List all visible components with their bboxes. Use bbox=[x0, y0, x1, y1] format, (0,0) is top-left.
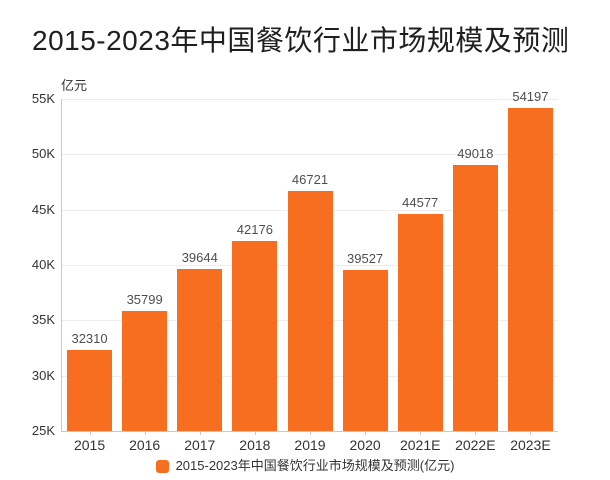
x-axis-tick-mark bbox=[475, 431, 477, 435]
y-axis-tick-label: 35K bbox=[31, 312, 55, 328]
bar-2023E[interactable] bbox=[507, 108, 553, 431]
gridline bbox=[62, 99, 558, 100]
y-axis-tick-label: 50K bbox=[31, 146, 55, 162]
y-axis-tick-label: 45K bbox=[31, 201, 55, 217]
x-axis-tick-label: 2021E bbox=[399, 437, 441, 453]
x-axis-tick-mark bbox=[199, 431, 201, 435]
bar-2019[interactable] bbox=[287, 191, 333, 431]
legend-item[interactable]: 2015-2023年中国餐饮行业市场规模及预测(亿元) bbox=[155, 458, 455, 474]
bar-value-label: 44577 bbox=[402, 195, 439, 210]
bar-2020[interactable] bbox=[342, 270, 388, 431]
bar-value-label: 42176 bbox=[236, 222, 273, 237]
bar-2021E[interactable] bbox=[397, 214, 443, 431]
x-axis-tick-label: 2017 bbox=[184, 437, 216, 453]
bar-value-label: 39527 bbox=[347, 251, 384, 266]
bar-value-label: 54197 bbox=[512, 89, 549, 104]
bar-2015[interactable] bbox=[67, 350, 113, 431]
x-axis-tick-label: 2020 bbox=[349, 437, 381, 453]
x-axis-tick-mark bbox=[89, 431, 91, 435]
legend-swatch-icon bbox=[155, 459, 169, 473]
x-axis-tick-mark bbox=[530, 431, 532, 435]
x-axis-tick-mark bbox=[310, 431, 311, 435]
bar-value-label: 39644 bbox=[181, 250, 218, 265]
plot-area: 32310 2015 35799 2016 39644 2017 42176 2018 4672… bbox=[61, 89, 558, 453]
y-axis: 55K 50K 45K 40K 35K 30K 25K bbox=[0, 92, 114, 438]
x-axis-tick-label: 2019 bbox=[294, 437, 326, 453]
bar-value-label: 49018 bbox=[457, 146, 494, 161]
gridline bbox=[62, 154, 558, 156]
legend: 2015-2023年中国餐饮行业市场规模及预测(亿元) bbox=[0, 458, 610, 474]
x-axis-tick-mark bbox=[365, 431, 367, 435]
x-axis-tick-label: 2022E bbox=[455, 437, 496, 453]
bar-2018[interactable] bbox=[232, 241, 278, 431]
x-axis-tick-label: 2015 bbox=[73, 437, 106, 453]
chart-title: 2015-2023年中国餐饮行业市场规模及预测 bbox=[32, 25, 570, 56]
y-axis-tick-label: 55K bbox=[31, 91, 55, 106]
x-axis-tick-label: 2023E bbox=[510, 437, 551, 453]
x-axis-tick-mark bbox=[144, 431, 146, 435]
bar-value-label: 46721 bbox=[291, 172, 329, 187]
bar-value-label: 32310 bbox=[71, 331, 108, 346]
bar-2022E[interactable] bbox=[452, 165, 498, 431]
y-axis-tick-label: 30K bbox=[31, 367, 55, 383]
bar-2016[interactable] bbox=[122, 311, 168, 431]
x-axis-tick-mark bbox=[420, 431, 422, 435]
x-axis-tick-label: 2016 bbox=[129, 437, 161, 453]
legend-label: 2015-2023年中国餐饮行业市场规模及预测(亿元) bbox=[175, 458, 455, 473]
x-axis-tick-mark bbox=[254, 431, 256, 435]
y-axis-tick-label: 40K bbox=[31, 257, 55, 272]
y-axis-tick-label: 25K bbox=[31, 423, 55, 438]
bar-value-label: 35799 bbox=[126, 292, 163, 307]
bar-2017[interactable] bbox=[177, 269, 223, 431]
y-axis-unit-label: 亿元 bbox=[61, 78, 88, 93]
x-axis-tick-label: 2018 bbox=[239, 437, 271, 453]
